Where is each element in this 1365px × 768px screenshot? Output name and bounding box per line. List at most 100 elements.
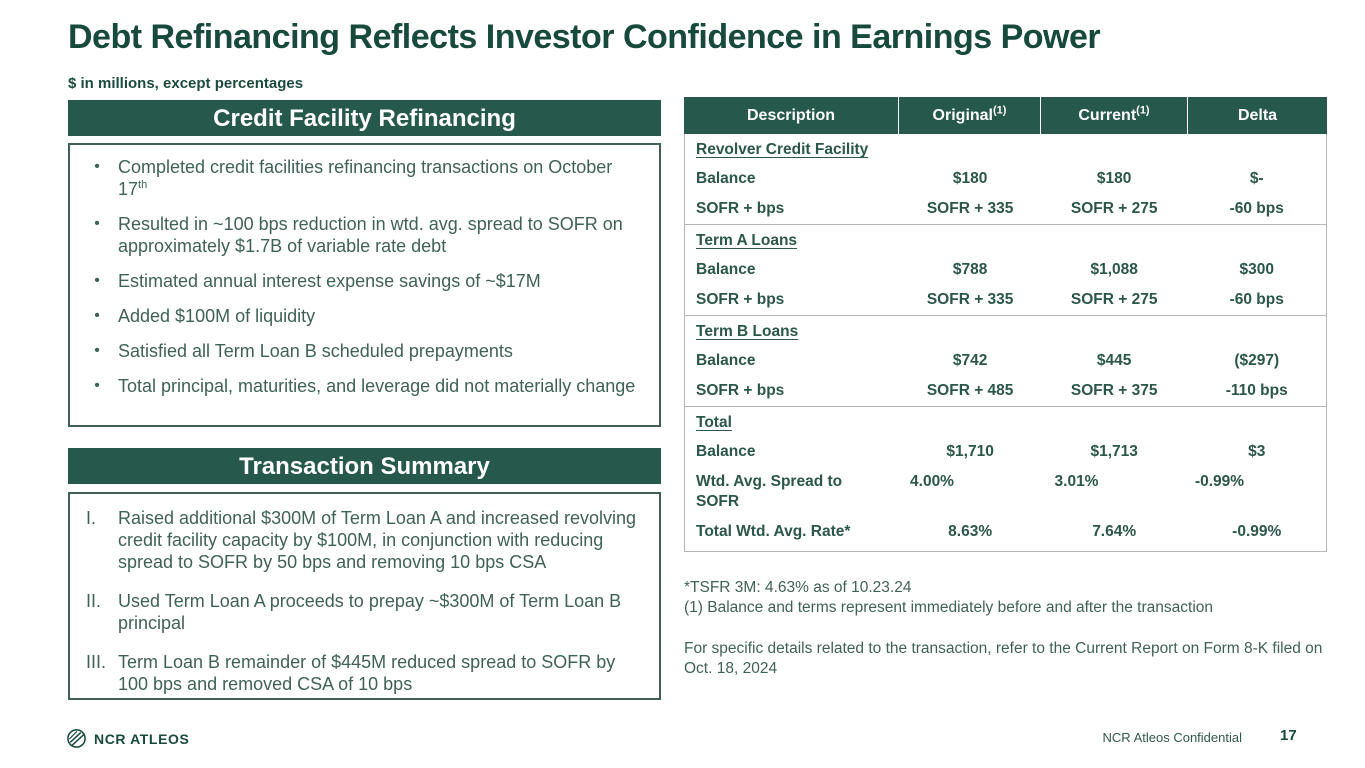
cell-delta: $- <box>1249 170 1264 187</box>
cell-original: $742 <box>952 352 988 369</box>
bullet-item: • Satisfied all Term Loan B scheduled pr… <box>76 340 645 362</box>
cell-delta: -0.99% <box>1194 473 1245 490</box>
cell-current: SOFR + 275 <box>1070 291 1158 308</box>
bullet-icon: • <box>94 215 100 232</box>
cell-original: 4.00% <box>910 473 954 490</box>
row-label: Balance <box>696 261 756 278</box>
cell-delta: -110 bps <box>1225 382 1288 399</box>
bullet-text: Estimated annual interest expense saving… <box>118 271 541 291</box>
cell-current: $1,713 <box>1090 443 1138 460</box>
confidential-label: NCR Atleos Confidential <box>1102 730 1242 745</box>
section-divider <box>685 315 1326 316</box>
column-header-label: Original <box>932 107 993 124</box>
bullet-icon: • <box>94 272 100 289</box>
row-label: Balance <box>696 352 756 369</box>
bullet-item: • Resulted in ~100 bps reduction in wtd.… <box>76 213 645 257</box>
cell-original: $180 <box>952 170 988 187</box>
bullet-text: Satisfied all Term Loan B scheduled prep… <box>118 341 513 361</box>
table-row: Balance $180 $180 $- <box>685 164 1326 194</box>
row-label: Balance <box>696 443 756 460</box>
bullet-text: Completed credit facilities refinancing … <box>118 156 645 200</box>
ncr-atleos-logo-icon <box>66 728 87 749</box>
cell-original: SOFR + 335 <box>926 200 1014 217</box>
footnote-1: (1) Balance and terms represent immediat… <box>684 599 1213 616</box>
section-header-term-b: Term B Loans <box>696 323 799 340</box>
roman-numeral: I. <box>86 508 97 528</box>
bullet-item: • Added $100M of liquidity <box>76 305 645 327</box>
bullet-icon: • <box>94 158 100 175</box>
numbered-item-text: Term Loan B remainder of $445M reduced s… <box>118 652 616 694</box>
bullet-text: Total principal, maturities, and leverag… <box>118 376 636 396</box>
bullet-item: • Completed credit facilities refinancin… <box>76 156 645 200</box>
cell-delta: $3 <box>1248 443 1266 460</box>
row-label: Wtd. Avg. Spread to SOFR <box>696 473 843 510</box>
row-label: SOFR + bps <box>696 200 785 217</box>
section-divider <box>685 224 1326 225</box>
cell-original: SOFR + 335 <box>926 291 1014 308</box>
bullet-text: Resulted in ~100 bps reduction in wtd. a… <box>118 214 623 256</box>
footnote-8k: For specific details related to the tran… <box>684 640 1323 677</box>
cell-original: $788 <box>952 261 988 278</box>
table-row: Wtd. Avg. Spread to SOFR 4.00% 3.01% -0.… <box>685 467 1326 517</box>
table-row: SOFR + bps SOFR + 485 SOFR + 375 -110 bp… <box>685 376 1326 406</box>
cell-delta: -0.99% <box>1232 523 1282 540</box>
column-header-current: Current(1) <box>1041 97 1188 134</box>
table-body: Revolver Credit Facility Balance $180 $1… <box>684 134 1327 552</box>
table-row: Total Wtd. Avg. Rate* 8.63% 7.64% -0.99% <box>685 517 1326 547</box>
column-header-label: Delta <box>1237 107 1278 124</box>
footer-brand: NCR ATLEOS <box>66 728 189 749</box>
page-title: Debt Refinancing Reflects Investor Confi… <box>68 18 1101 56</box>
table-header-row: Description Original(1) Current(1) Delta <box>684 97 1327 134</box>
row-label: Total Wtd. Avg. Rate* <box>696 523 851 540</box>
cell-delta: -60 bps <box>1229 200 1284 217</box>
column-header-original: Original(1) <box>899 97 1041 134</box>
cell-original: 8.63% <box>948 523 993 540</box>
section-header-revolver: Revolver Credit Facility <box>696 141 869 158</box>
column-header-label: Description <box>746 107 835 124</box>
credit-facility-refinancing-header: Credit Facility Refinancing <box>68 100 661 136</box>
table-row: SOFR + bps SOFR + 335 SOFR + 275 -60 bps <box>685 194 1326 224</box>
bullet-item: • Estimated annual interest expense savi… <box>76 270 645 292</box>
row-label: SOFR + bps <box>696 291 785 308</box>
row-label: Balance <box>696 170 756 187</box>
cell-original: $1,710 <box>946 443 994 460</box>
bullet-text: Added $100M of liquidity <box>118 306 316 326</box>
cell-current: $445 <box>1096 352 1132 369</box>
section-header-total: Total <box>696 414 732 431</box>
transaction-summary-box: I. Raised additional $300M of Term Loan … <box>68 492 661 700</box>
numbered-item: II. Used Term Loan A proceeds to prepay … <box>76 590 645 634</box>
roman-numeral: III. <box>86 652 107 672</box>
table-row: Balance $742 $445 ($297) <box>685 346 1326 376</box>
bullet-icon: • <box>94 342 100 359</box>
cell-current: $180 <box>1096 170 1132 187</box>
column-header-label: Current <box>1078 107 1137 124</box>
roman-numeral: II. <box>86 591 102 611</box>
numbered-item-text: Raised additional $300M of Term Loan A a… <box>118 508 637 572</box>
table-row: Balance $788 $1,088 $300 <box>685 255 1326 285</box>
section-divider <box>685 406 1326 407</box>
refinancing-table: Description Original(1) Current(1) Delta… <box>684 97 1327 552</box>
cell-current: 7.64% <box>1092 523 1137 540</box>
page-number: 17 <box>1280 727 1297 744</box>
cell-delta: ($297) <box>1234 352 1280 369</box>
numbered-item: I. Raised additional $300M of Term Loan … <box>76 507 645 573</box>
cell-original: SOFR + 485 <box>926 382 1014 399</box>
cell-current: SOFR + 375 <box>1070 382 1158 399</box>
section-header-term-a: Term A Loans <box>696 232 798 249</box>
column-header-superscript: (1) <box>1136 104 1150 117</box>
units-note: $ in millions, except percentages <box>68 75 304 92</box>
column-header-description: Description <box>684 97 899 134</box>
row-label: SOFR + bps <box>696 382 785 399</box>
footnotes: *TSFR 3M: 4.63% as of 10.23.24 (1) Balan… <box>684 578 1332 679</box>
cell-delta: -60 bps <box>1229 291 1284 308</box>
bullet-text-superscript: th <box>138 179 148 191</box>
table-row: Balance $1,710 $1,713 $3 <box>685 437 1326 467</box>
cell-current: 3.01% <box>1054 473 1099 490</box>
transaction-summary-header: Transaction Summary <box>68 448 661 484</box>
column-header-delta: Delta <box>1188 97 1327 134</box>
bullet-text-main: Completed credit facilities refinancing … <box>118 157 613 199</box>
numbered-item-text: Used Term Loan A proceeds to prepay ~$30… <box>118 591 622 633</box>
brand-name: NCR ATLEOS <box>94 730 190 747</box>
credit-facility-refinancing-box: • Completed credit facilities refinancin… <box>68 143 661 427</box>
footnote-tsfr: *TSFR 3M: 4.63% as of 10.23.24 <box>684 579 912 596</box>
